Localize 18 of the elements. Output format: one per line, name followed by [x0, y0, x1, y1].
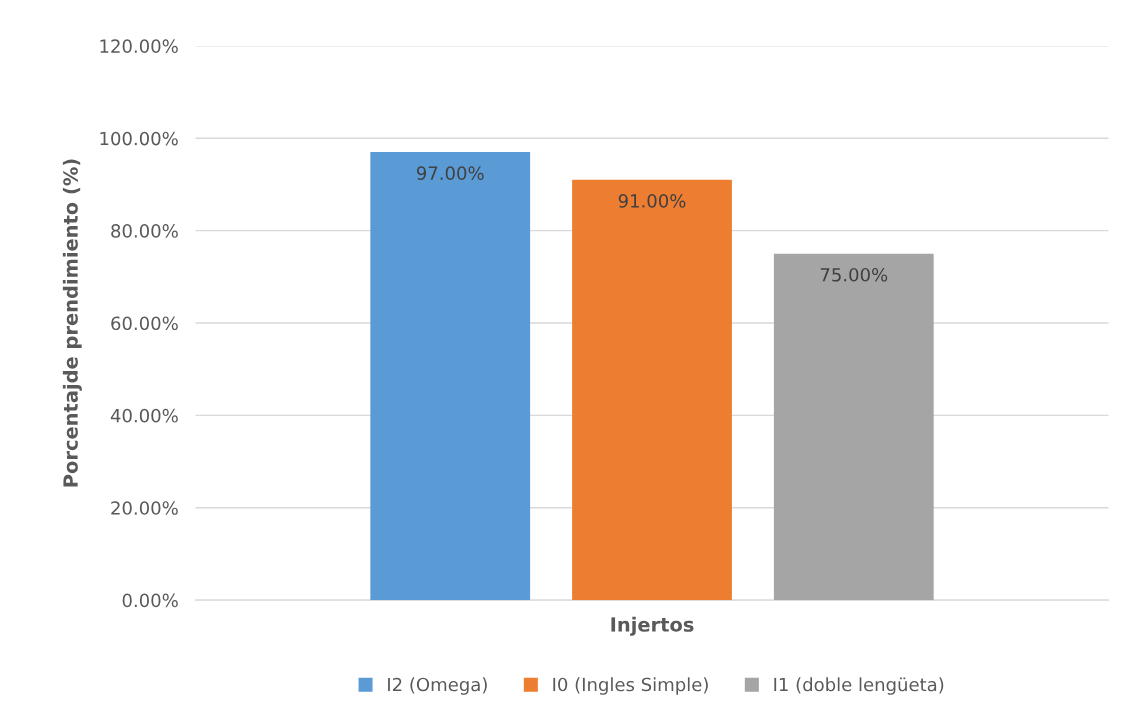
legend-label: I1 (doble lengüeta): [774, 677, 944, 695]
y-axis-title: Porcentajde prendimiento (%): [62, 159, 82, 487]
y-tick-label: 0.00%: [122, 593, 178, 608]
bar: [370, 152, 531, 601]
y-tick-label: 20.00%: [111, 501, 178, 515]
data-label: 97.00%: [416, 166, 484, 180]
data-label: 75.00%: [820, 267, 888, 282]
y-tick-label: 60.00%: [111, 316, 178, 331]
y-tick-label: 120.00%: [100, 39, 178, 53]
x-tick-label: Injertos: [611, 616, 694, 636]
y-tick-label: 40.00%: [110, 408, 178, 423]
y-tick-label: 80.00%: [111, 224, 178, 238]
legend-label: I2 (Omega): [388, 677, 487, 695]
bar: [773, 253, 934, 601]
y-tick-label: 100.00%: [100, 131, 178, 146]
bar: [572, 179, 732, 601]
legend-label: I0 (Ingles Simple): [553, 677, 708, 695]
data-label: 91.00%: [618, 194, 686, 208]
